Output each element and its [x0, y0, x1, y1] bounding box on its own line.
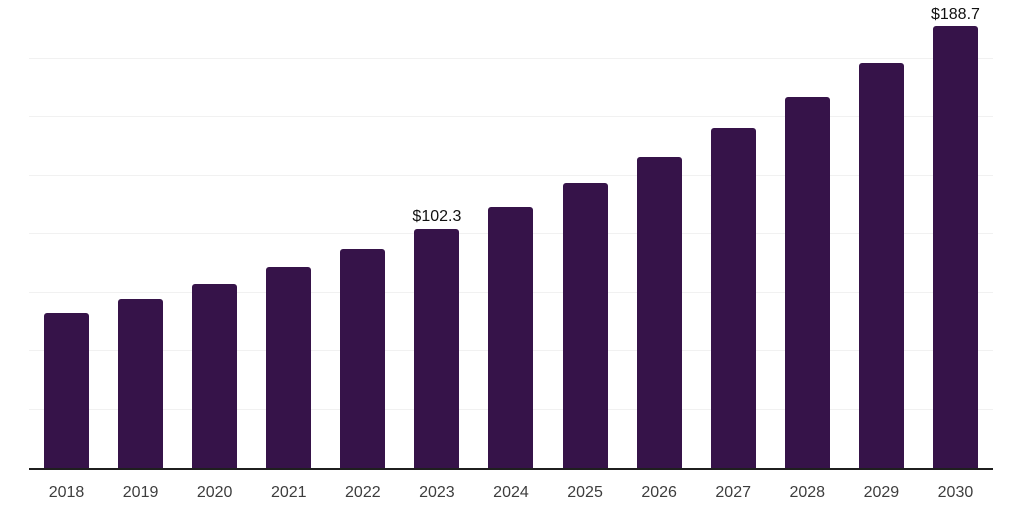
bar — [44, 313, 89, 468]
gridline — [29, 116, 993, 117]
bar-slot — [710, 128, 756, 468]
x-axis-label: 2025 — [567, 484, 603, 501]
bar-slot: $102.3 — [412, 208, 461, 468]
bars-container: $102.3 $188.7 — [29, 0, 993, 468]
bar-slot — [192, 283, 238, 468]
x-axis-label: 2028 — [789, 484, 826, 501]
bar — [340, 248, 386, 468]
bar — [710, 128, 756, 468]
bar — [266, 267, 312, 468]
bar-slot — [340, 248, 386, 468]
bar-slot — [784, 97, 830, 468]
bar — [488, 206, 534, 468]
bar — [562, 182, 608, 468]
bar-slot — [636, 156, 682, 468]
x-axis-label: 2030 — [937, 484, 974, 501]
x-axis-label: 2019 — [122, 484, 159, 501]
bar — [636, 156, 682, 468]
bar — [784, 97, 830, 468]
x-axis-label: 2021 — [270, 484, 307, 501]
bar-slot — [44, 313, 89, 468]
bar — [858, 63, 904, 468]
bar-slot — [266, 267, 312, 468]
x-axis-line — [29, 468, 993, 470]
gridline — [29, 174, 993, 176]
x-axis-label: 2022 — [345, 484, 381, 501]
bar — [414, 228, 460, 468]
plot-area: $102.3 $188.7 — [29, 0, 993, 470]
bar-slot — [488, 206, 534, 468]
bar-slot — [562, 182, 608, 468]
bar — [932, 26, 978, 468]
bar-slot: $188.7 — [931, 6, 980, 468]
bar-value-label: $188.7 — [930, 5, 980, 23]
x-axis-label: 2027 — [715, 484, 751, 501]
x-axis-labels: 2018 2019 2020 2021 2022 2023 2024 2025 2026 2027… — [29, 484, 993, 502]
x-axis-label: 2023 — [419, 484, 455, 501]
x-axis-label: 2026 — [641, 484, 677, 501]
x-axis-label: 2018 — [48, 484, 85, 501]
bar-slot — [118, 299, 164, 468]
x-axis-label: 2024 — [493, 484, 529, 501]
bar — [118, 299, 164, 468]
x-axis-label: 2029 — [863, 484, 900, 501]
bar-value-label: $102.3 — [412, 208, 462, 226]
x-axis-label: 2020 — [196, 484, 233, 501]
bar-slot — [858, 63, 904, 468]
bar — [192, 283, 238, 468]
gridline — [29, 57, 993, 59]
